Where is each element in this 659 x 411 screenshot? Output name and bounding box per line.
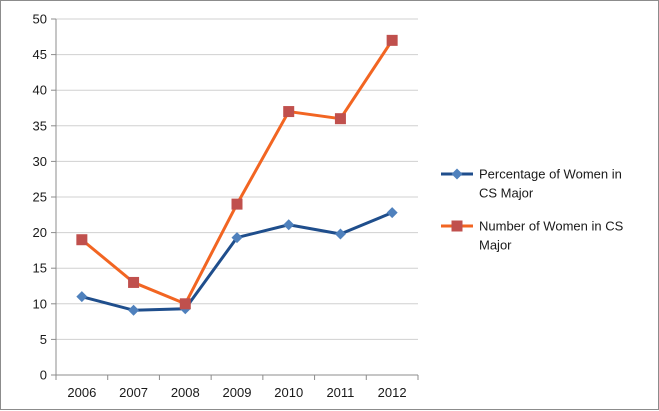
data-point xyxy=(76,234,88,246)
data-point xyxy=(179,298,191,310)
y-axis-ticks: 0 5 10 15 20 25 30 35 40 45 50 xyxy=(33,12,56,383)
x-tick-label: 2006 xyxy=(67,385,96,400)
series-1 xyxy=(76,207,398,316)
series-2 xyxy=(76,34,398,310)
legend-label: Number of Women in CS Major xyxy=(479,219,624,253)
data-point xyxy=(386,207,398,219)
y-tick-label: 25 xyxy=(33,190,47,205)
y-tick-label: 15 xyxy=(33,261,47,276)
series-line xyxy=(81,211,393,312)
x-tick-label: 2007 xyxy=(119,385,148,400)
x-tick-label: 2010 xyxy=(274,385,303,400)
x-axis-ticks: 2006 2007 2008 2009 2010 2011 2012 xyxy=(55,375,419,400)
data-point xyxy=(128,304,140,316)
data-point xyxy=(231,232,243,244)
y-tick-label: 45 xyxy=(33,47,47,62)
y-tick-label: 40 xyxy=(33,83,47,98)
x-tick-label: 2008 xyxy=(171,385,200,400)
legend-marker xyxy=(451,220,463,232)
y-tick-label: 10 xyxy=(33,296,47,311)
data-point xyxy=(334,228,346,240)
data-point xyxy=(283,106,295,118)
y-tick-label: 35 xyxy=(33,118,47,133)
data-point xyxy=(386,34,398,46)
legend-entry: Percentage of Women in CS Major xyxy=(441,167,622,201)
series-line xyxy=(80,39,394,306)
y-tick-label: 5 xyxy=(40,332,47,347)
legend: Percentage of Women in CS Major Number of … xyxy=(441,167,624,253)
y-tick-label: 0 xyxy=(40,368,47,383)
legend-label: Percentage of Women in CS Major xyxy=(479,167,622,201)
data-point xyxy=(128,276,140,288)
data-point xyxy=(334,113,346,125)
y-tick-label: 50 xyxy=(33,12,47,27)
data-point xyxy=(76,291,88,303)
y-tick-label: 20 xyxy=(33,225,47,240)
legend-marker xyxy=(451,168,463,180)
y-tick-label: 30 xyxy=(33,154,47,169)
x-tick-label: 2011 xyxy=(326,385,354,400)
data-point xyxy=(231,198,243,210)
x-tick-label: 2012 xyxy=(378,385,407,400)
gridlines xyxy=(56,18,418,340)
data-point xyxy=(283,219,295,231)
legend-entry: Number of Women in CS Major xyxy=(441,219,624,253)
x-tick-label: 2009 xyxy=(223,385,252,400)
series xyxy=(76,34,398,316)
